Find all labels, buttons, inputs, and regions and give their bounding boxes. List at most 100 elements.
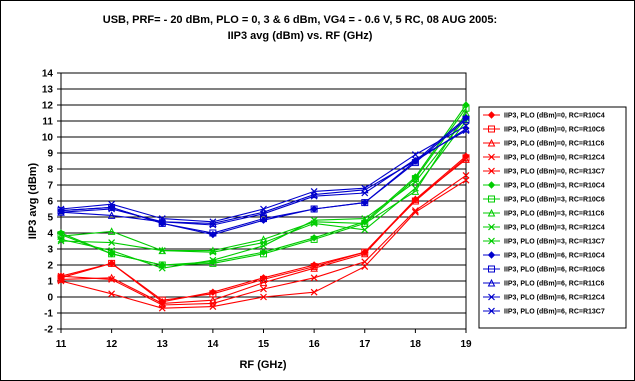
legend-entry: IIP3, PLO (dBm)=6, RC=R12C4: [483, 293, 605, 302]
legend-entry: IIP3, PLO (dBm)=6, RC=R10C6: [483, 265, 605, 274]
data-point: [158, 247, 166, 255]
data-point: [411, 195, 420, 203]
data-point: [260, 210, 267, 218]
y-tick-label: 5: [47, 213, 53, 224]
data-point: [411, 187, 420, 195]
data-point: [260, 285, 267, 293]
legend-marker: [487, 208, 496, 217]
legend-label: IIP3, PLO (dBm)=3, RC=R10C6: [504, 197, 605, 204]
legend-marker: [488, 265, 495, 273]
x-tick-label: 13: [157, 339, 169, 350]
y-tick-label: 4: [47, 229, 53, 240]
data-point: [360, 249, 369, 258]
legend-entry: IIP3, PLO (dBm)=3, RC=R11C6: [483, 208, 604, 218]
x-tick-labels: 11 12 13 14 15 16 17 18 19: [56, 339, 472, 350]
legend-marker: [488, 195, 495, 203]
data-point: [411, 155, 419, 163]
legend-label: IIP3, PLO (dBm)=3, RC=R13C7: [504, 239, 605, 246]
data-point: [310, 205, 318, 213]
legend-entry: IIP3, PLO (dBm)=0, RC=R11C6: [483, 138, 604, 148]
legend-entry: IIP3, PLO (dBm)=3, RC=R13C7: [483, 237, 605, 246]
y-tick-label: 12: [42, 101, 54, 112]
data-point: [107, 211, 116, 219]
data-point: [209, 248, 217, 256]
series-14: [57, 127, 470, 229]
x-tick-label: 12: [106, 339, 118, 350]
legend-entry: IIP3, PLO (dBm)=3, RC=R10C4: [483, 181, 605, 190]
legend-label: IIP3, PLO (dBm)=0, RC=R13C7: [504, 169, 605, 176]
data-point: [310, 264, 318, 272]
data-point: [57, 237, 65, 245]
data-point: [108, 290, 116, 298]
data-point: [209, 256, 217, 264]
data-point: [108, 275, 116, 283]
data-point: [209, 221, 217, 229]
y-tick-label: 1: [47, 277, 53, 288]
legend-label: IIP3, PLO (dBm)=6, RC=R11C6: [504, 281, 604, 288]
y-tick-label: 6: [47, 197, 53, 208]
legend-entry: IIP3, PLO (dBm)=0, RC=R13C7: [483, 167, 605, 176]
data-point: [108, 247, 116, 255]
data-point: [108, 205, 116, 213]
legend-label: IIP3, PLO (dBm)=6, RC=R10C4: [504, 253, 605, 260]
data-point: [361, 258, 369, 266]
legend-label: IIP3, PLO (dBm)=6, RC=R12C4: [504, 295, 605, 302]
y-tick-label: 10: [42, 133, 54, 144]
legend-entry: IIP3, PLO (dBm)=3, RC=R10C6: [483, 195, 605, 204]
data-point: [260, 250, 267, 258]
legend-marker: [487, 278, 496, 287]
series-line: [60, 158, 467, 304]
legend-marker: [487, 251, 496, 259]
legend-label: IIP3, PLO (dBm)=0, RC=R10C6: [504, 127, 605, 134]
legend-entry: IIP3, PLO (dBm)=6, RC=R11C6: [483, 278, 604, 288]
legend-label: IIP3, PLO (dBm)=3, RC=R10C4: [504, 183, 605, 190]
data-point: [361, 199, 369, 207]
data-point: [310, 192, 318, 200]
x-axis-label: RF (GHz): [239, 359, 286, 371]
y-axis-label: IIP3 avg (dBm): [27, 162, 39, 239]
legend-marker: [488, 237, 495, 245]
legend-label: IIP3, PLO (dBm)=6, RC=R13C7: [504, 309, 605, 316]
data-point: [260, 242, 267, 250]
x-tick-label: 16: [309, 339, 321, 350]
data-point: [310, 263, 318, 271]
data-point: [411, 197, 419, 205]
x-tick-label: 17: [359, 339, 371, 350]
data-point: [310, 288, 318, 296]
legend-marker: [488, 125, 495, 133]
legend-marker: [488, 223, 495, 231]
y-tick-label: 7: [47, 181, 53, 192]
x-tick-label: 11: [56, 339, 67, 350]
y-tick-label: 14: [42, 69, 54, 80]
data-point: [411, 207, 419, 215]
data-point: [361, 189, 369, 197]
data-point: [462, 127, 470, 135]
legend-label: IIP3, PLO (dBm)=3, RC=R12C4: [504, 225, 605, 232]
legend-label: IIP3, PLO (dBm)=3, RC=R11C6: [504, 211, 604, 218]
legend-marker: [487, 111, 496, 119]
legend-entry: IIP3, PLO (dBm)=6, RC=R10C4: [483, 251, 605, 260]
x-tick-label: 19: [460, 339, 472, 350]
y-tick-label: 3: [47, 245, 53, 256]
data-point: [360, 219, 369, 227]
data-point: [158, 219, 166, 227]
data-point: [57, 208, 65, 216]
x-tick-label: 14: [207, 339, 219, 350]
data-point: [310, 235, 318, 243]
data-point: [209, 229, 217, 237]
y-tick-label: 11: [42, 117, 53, 128]
data-point: [310, 216, 318, 224]
legend-marker: [488, 167, 495, 175]
data-point: [158, 218, 166, 226]
series-layer: [57, 101, 470, 312]
data-point: [158, 264, 166, 272]
y-tick-label: 13: [42, 85, 54, 96]
data-point: [411, 208, 419, 216]
legend: IIP3, PLO (dBm)=0, RC=R10C4 IIP3, PLO (dB…: [483, 111, 605, 316]
data-point: [209, 299, 217, 307]
y-tick-label: 0: [47, 293, 53, 304]
y-tick-label: 8: [47, 165, 53, 176]
data-point: [411, 178, 419, 186]
data-point: [462, 104, 470, 112]
